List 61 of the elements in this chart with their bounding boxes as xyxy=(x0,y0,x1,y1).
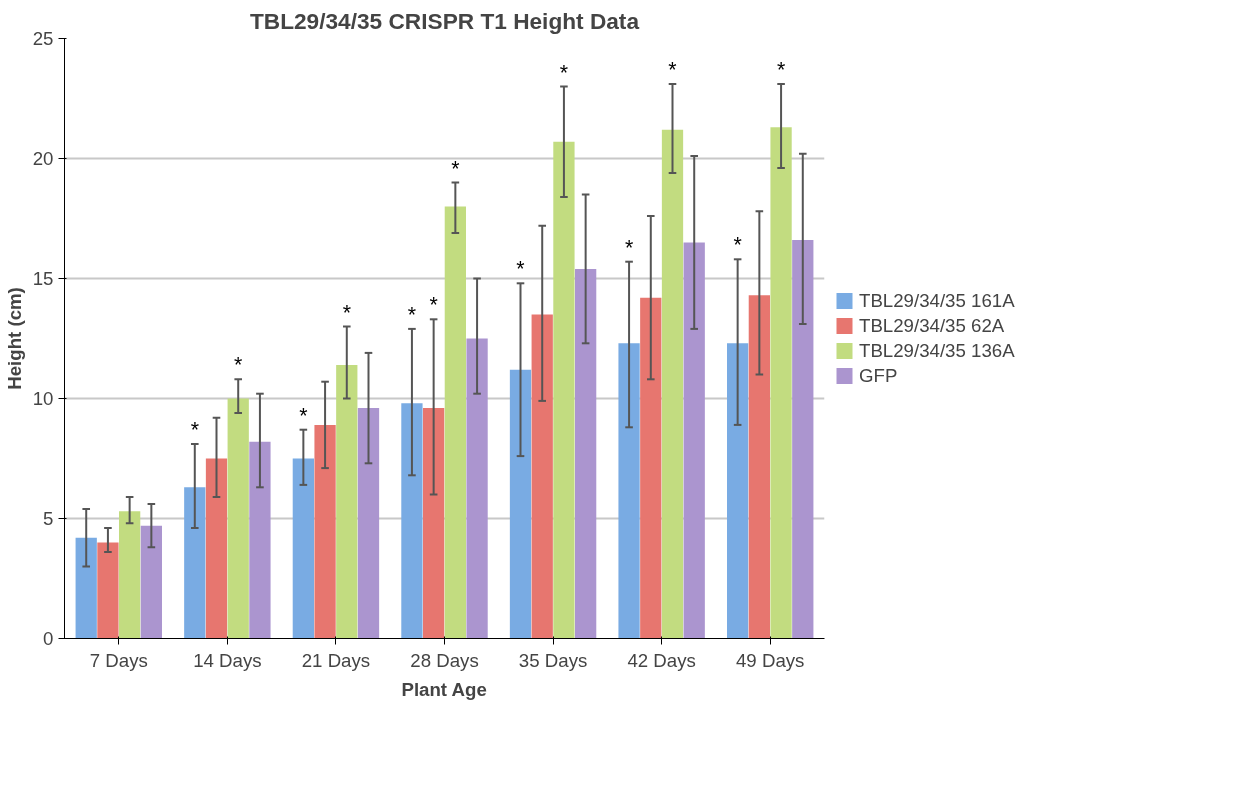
bar xyxy=(509,369,532,639)
bar xyxy=(531,314,553,639)
annotation: * xyxy=(733,233,742,258)
bar xyxy=(140,525,162,639)
bar xyxy=(748,295,770,639)
x-tick-label: 28 Days xyxy=(410,649,479,671)
x-tick-label: 42 Days xyxy=(627,649,696,671)
bar xyxy=(75,537,97,639)
annotation: * xyxy=(190,418,199,443)
annotation: * xyxy=(559,60,569,85)
annotation: * xyxy=(451,156,460,181)
annotation: * xyxy=(299,403,308,428)
annotation: * xyxy=(234,353,243,378)
legend-label: GFP xyxy=(859,364,898,387)
bar xyxy=(205,458,228,639)
x-tick-label: 35 Days xyxy=(518,649,588,671)
y-tick-label: 10 xyxy=(32,388,54,409)
bar xyxy=(401,403,423,639)
bar xyxy=(618,343,640,639)
bar xyxy=(683,242,705,639)
x-tick-label: 14 Days xyxy=(193,649,262,671)
y-tick-label: 15 xyxy=(32,268,54,289)
annotation: * xyxy=(624,235,634,260)
y-tick-label: 20 xyxy=(32,148,54,169)
y-axis-title: Height (cm) xyxy=(3,287,25,390)
annotation: * xyxy=(429,293,438,318)
bar xyxy=(184,487,206,639)
bar xyxy=(423,408,445,639)
bar xyxy=(119,511,141,639)
y-tick-label: 0 xyxy=(43,628,54,649)
legend-label: TBL29/34/35 161A xyxy=(859,289,1015,312)
annotation: * xyxy=(342,300,351,325)
bar xyxy=(770,127,792,639)
annotation: * xyxy=(668,58,677,83)
legend-label: TBL29/34/35 62A xyxy=(859,314,1005,337)
bar xyxy=(640,297,662,639)
bar xyxy=(727,343,749,639)
annotation: * xyxy=(407,302,417,327)
bar xyxy=(249,441,271,639)
bar xyxy=(336,364,358,639)
x-tick-label: 49 Days xyxy=(735,649,805,671)
annotation: * xyxy=(516,257,525,282)
annotation: * xyxy=(776,58,786,83)
y-tick-label: 25 xyxy=(32,28,54,49)
x-tick-label: 7 Days xyxy=(89,649,148,671)
bar xyxy=(575,268,597,639)
bar xyxy=(792,240,814,639)
bar xyxy=(97,542,119,639)
bar xyxy=(553,141,575,639)
chart-title: TBL29/34/35 CRISPR T1 Height Data xyxy=(249,7,640,34)
bar xyxy=(227,398,249,639)
bar xyxy=(661,129,684,639)
x-axis-title: Plant Age xyxy=(401,678,487,700)
x-tick-label: 21 Days xyxy=(301,649,371,671)
bar xyxy=(292,458,314,639)
legend-label: TBL29/34/35 136A xyxy=(859,339,1015,362)
y-tick-label: 5 xyxy=(43,508,54,529)
bar xyxy=(357,408,380,639)
bar xyxy=(444,206,466,639)
bar xyxy=(314,424,336,639)
bar xyxy=(466,338,488,639)
